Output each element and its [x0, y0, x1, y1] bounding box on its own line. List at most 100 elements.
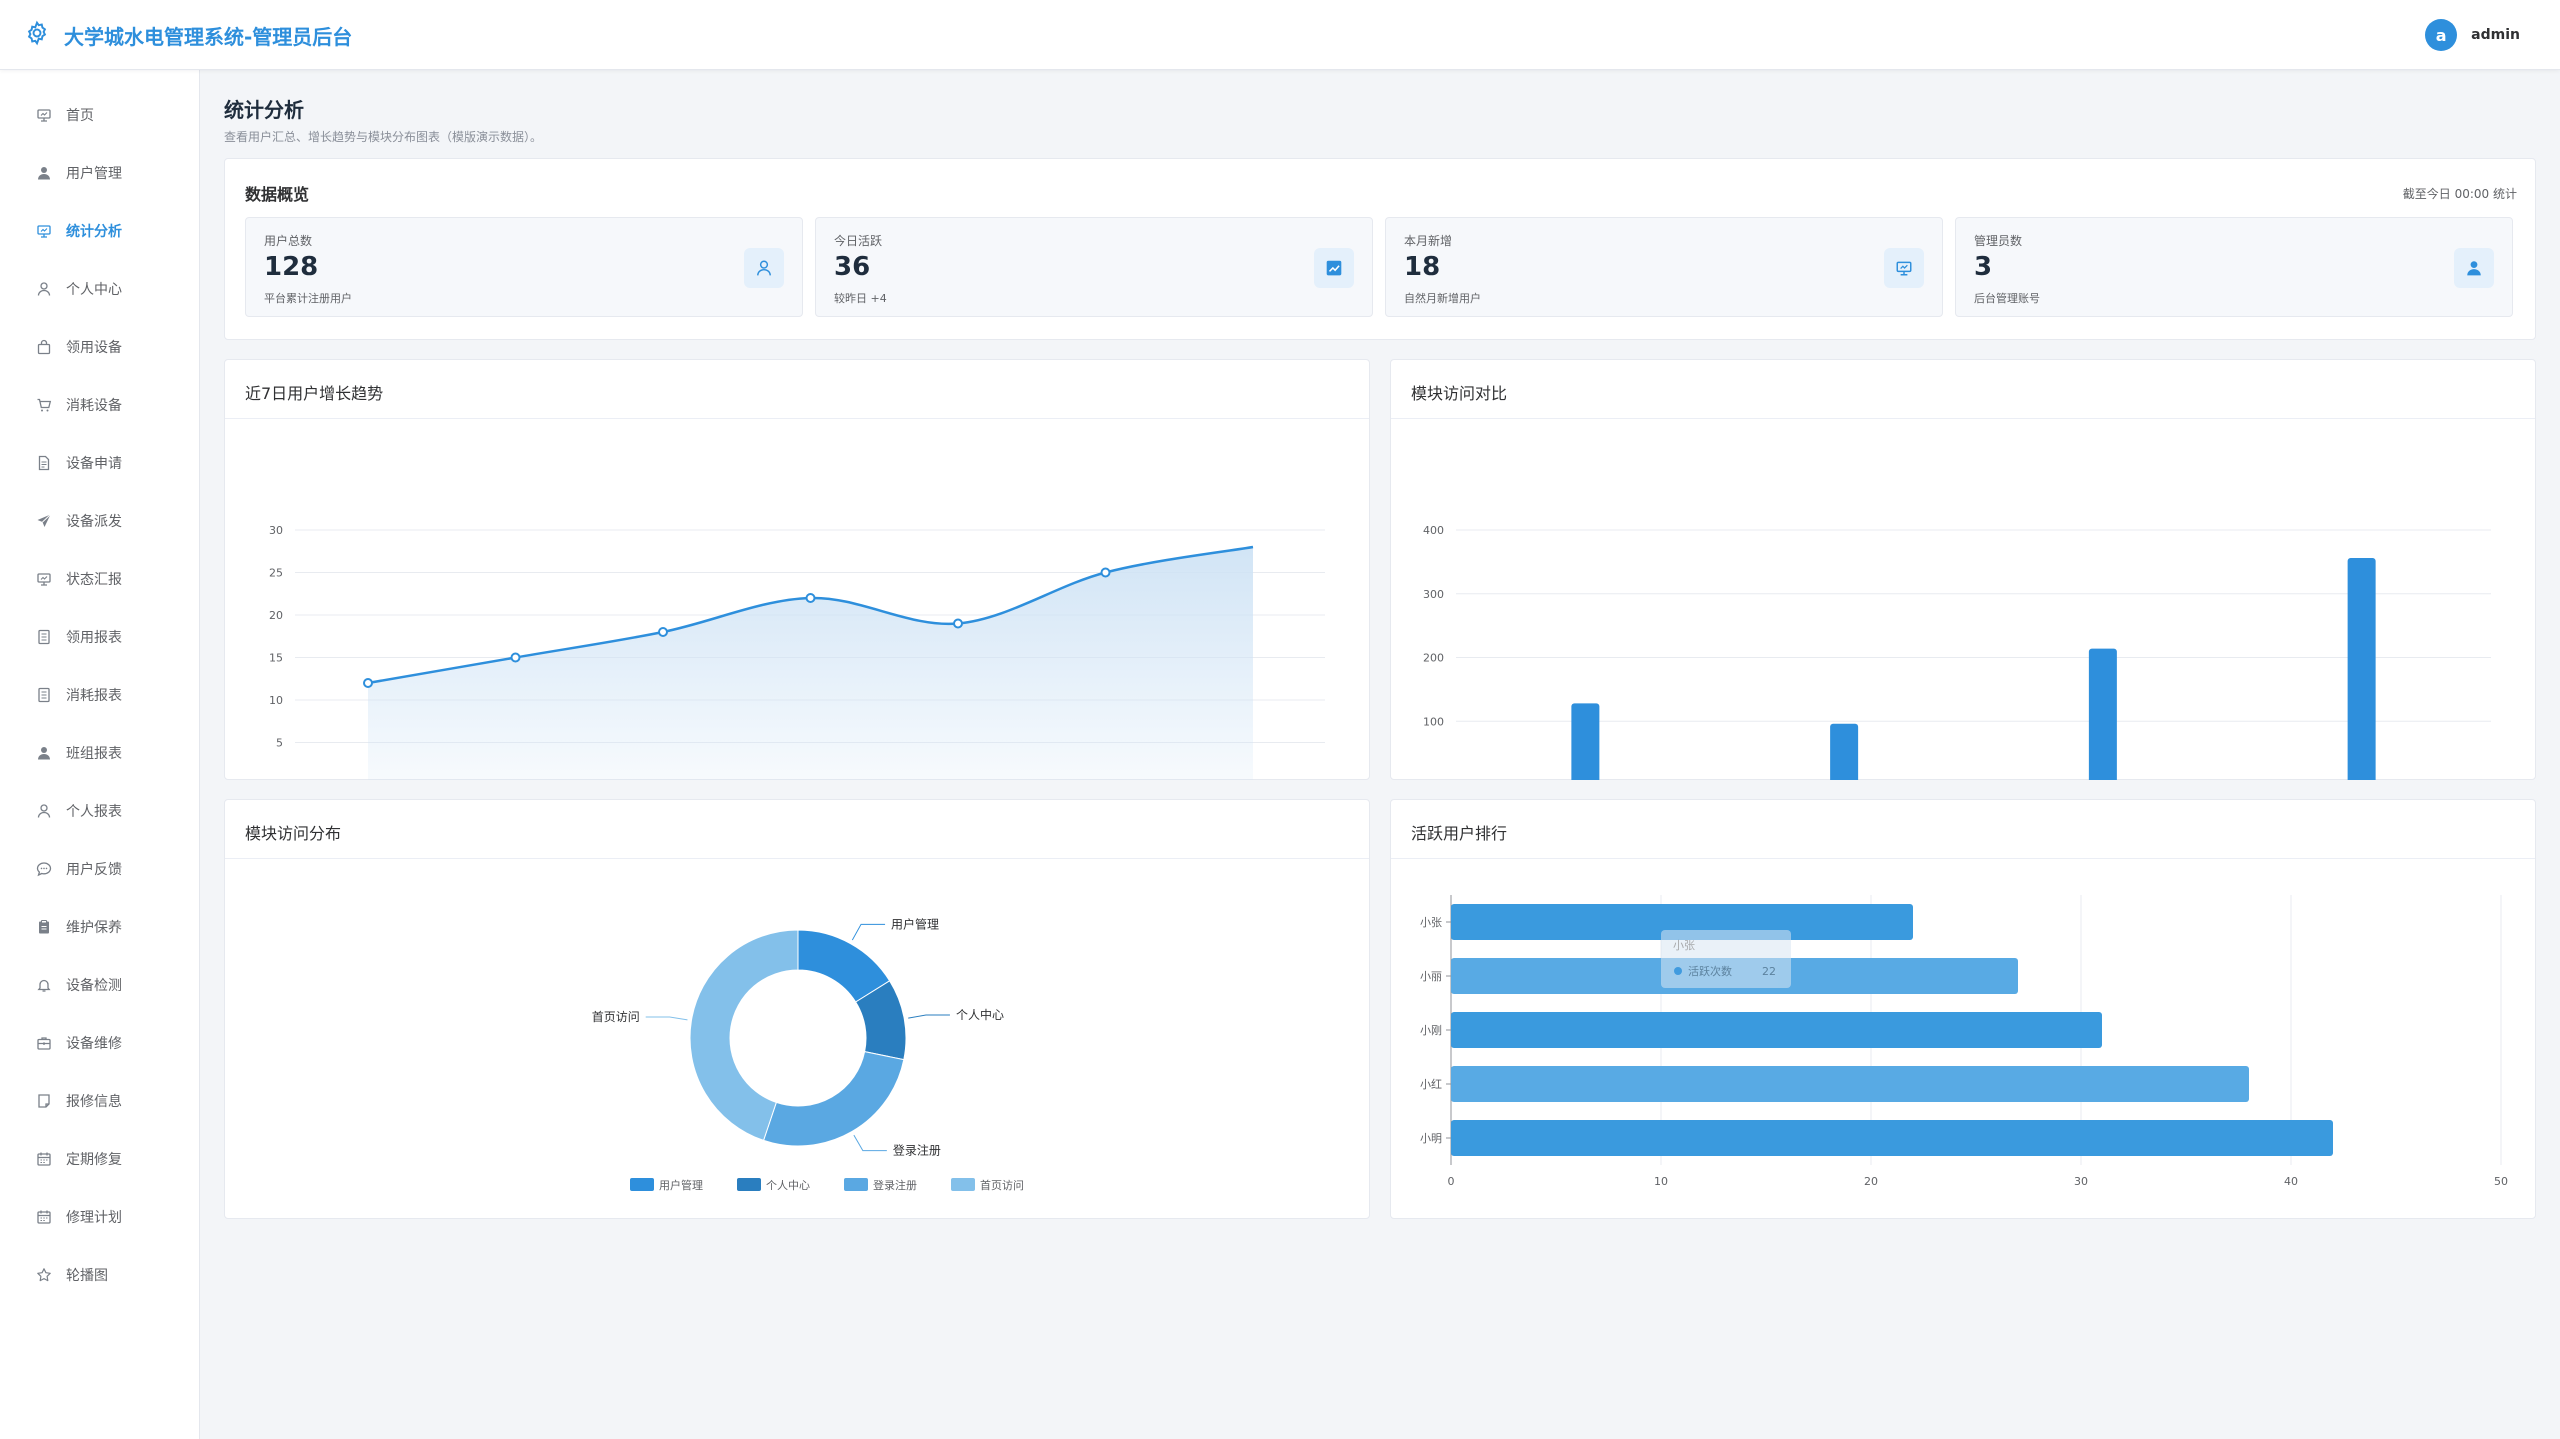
- trend-chart-card: 近7日用户增长趋势 05101520253007-0707-0807-0907-…: [224, 359, 1370, 780]
- rank-chart-title: 活跃用户排行: [1411, 824, 1508, 843]
- document-icon: [36, 455, 52, 471]
- legend-label: 用户管理: [659, 1178, 703, 1192]
- sidebar-item-label: 状态汇报: [66, 572, 122, 588]
- sidebar-item[interactable]: 首页: [0, 90, 200, 140]
- pie-leader-line: [908, 1014, 950, 1019]
- x-tick-label: 50: [2494, 1175, 2508, 1188]
- y-tick-label: 30: [269, 524, 283, 537]
- sidebar-item[interactable]: 个人报表: [0, 786, 200, 836]
- rank-bar: [1451, 1012, 2102, 1048]
- trend-point: [658, 627, 668, 637]
- report-icon: [36, 687, 52, 703]
- divider: [225, 858, 1369, 859]
- sidebar-item-label: 设备申请: [66, 456, 122, 472]
- rank-bar: [1451, 904, 1913, 940]
- sidebar-item-label: 轮播图: [66, 1268, 108, 1284]
- star-icon: [36, 1267, 52, 1283]
- bar: [1830, 723, 1859, 780]
- monitor-icon: [36, 107, 52, 123]
- page-title: 统计分析: [224, 98, 304, 122]
- overview-note: 截至今日 00:00 统计: [2402, 187, 2517, 201]
- stat-value: 36: [834, 252, 871, 282]
- trend-chart: 05101520253007-0707-0807-0907-1007-1107-…: [269, 524, 1325, 780]
- sidebar-item-label: 用户管理: [66, 166, 122, 182]
- sidebar-item[interactable]: 班组报表: [0, 728, 200, 778]
- y-tick-label: 0: [276, 779, 283, 780]
- sidebar-item[interactable]: 维护保养: [0, 902, 200, 952]
- y-tick-label: 5: [276, 737, 283, 750]
- sidebar-item-label: 用户反馈: [66, 862, 122, 878]
- pie-leader-line: [645, 1016, 688, 1021]
- bell-icon: [36, 977, 52, 993]
- sidebar-item[interactable]: 用户管理: [0, 148, 200, 198]
- sidebar-item[interactable]: 消耗报表: [0, 670, 200, 720]
- user-menu[interactable]: a admin: [2425, 0, 2520, 70]
- sidebar-item[interactable]: 统计分析: [0, 206, 200, 256]
- y-tick-label: 小红: [1420, 1078, 1442, 1091]
- note-icon: [36, 1093, 52, 1109]
- x-tick-label: 20: [1864, 1175, 1878, 1188]
- brand[interactable]: 大学城水电管理系统-管理员后台: [24, 0, 352, 70]
- pie-label: 个人中心: [956, 1007, 1004, 1022]
- pie-slice: [762, 1051, 905, 1147]
- stat-card: 管理员数 3 后台管理账号: [1955, 217, 2513, 317]
- sidebar-item[interactable]: 轮播图: [0, 1250, 200, 1300]
- gear-icon: [24, 20, 50, 50]
- sidebar: 首页用户管理统计分析个人中心领用设备消耗设备设备申请设备派发状态汇报领用报表消耗…: [0, 70, 200, 1439]
- toolbox-icon: [36, 1035, 52, 1051]
- y-tick-label: 400: [1423, 524, 1444, 537]
- sidebar-item[interactable]: 设备检测: [0, 960, 200, 1010]
- sidebar-item[interactable]: 用户反馈: [0, 844, 200, 894]
- sidebar-item-label: 维护保养: [66, 920, 122, 936]
- sidebar-item[interactable]: 设备维修: [0, 1018, 200, 1068]
- avatar[interactable]: a: [2425, 19, 2458, 51]
- tooltip-series: 活跃次数: [1688, 964, 1732, 978]
- stat-label: 用户总数: [264, 234, 313, 248]
- pie-chart-card: 模块访问分布 用户管理 个人中心 登录注册 首页访问 用户管理 个人中心 登录注册 首页访问: [224, 799, 1370, 1219]
- pie-label: 登录注册: [893, 1143, 941, 1158]
- stat-desc: 平台累计注册用户: [264, 292, 352, 305]
- y-tick-label: 小张: [1420, 916, 1442, 929]
- rank-chart-card: 活跃用户排行 0 10 20 30 40 50 小张 小丽 小刚 小红 小明 小张 活跃次数 22: [1390, 799, 2536, 1219]
- sidebar-item-label: 定期修复: [66, 1152, 122, 1168]
- sidebar-item[interactable]: 领用设备: [0, 322, 200, 372]
- monitor-icon: [1884, 248, 1924, 288]
- tooltip-box: [1661, 930, 1791, 988]
- username[interactable]: admin: [2471, 27, 2520, 43]
- sidebar-item[interactable]: 个人中心: [0, 264, 200, 314]
- stat-label: 本月新增: [1404, 234, 1453, 248]
- sidebar-item-label: 修理计划: [66, 1210, 122, 1226]
- sidebar-item[interactable]: 状态汇报: [0, 554, 200, 604]
- sidebar-item[interactable]: 设备派发: [0, 496, 200, 546]
- sidebar-item-label: 设备派发: [66, 514, 122, 530]
- sidebar-item-label: 报修信息: [66, 1094, 122, 1110]
- y-tick-label: 20: [269, 609, 283, 622]
- pie-chart-title: 模块访问分布: [245, 824, 342, 843]
- sidebar-item[interactable]: 定期修复: [0, 1134, 200, 1184]
- y-tick-label: 25: [269, 567, 283, 580]
- sidebar-item-label: 设备检测: [66, 978, 122, 994]
- sidebar-item[interactable]: 修理计划: [0, 1192, 200, 1242]
- sidebar-item[interactable]: 领用报表: [0, 612, 200, 662]
- page-subtitle: 查看用户汇总、增长趋势与模块分布图表（模版演示数据）。: [224, 130, 543, 144]
- sidebar-item[interactable]: 报修信息: [0, 1076, 200, 1126]
- sidebar-item-label: 个人报表: [66, 804, 122, 820]
- y-tick-label: 0: [1437, 779, 1444, 780]
- sidebar-item[interactable]: 消耗设备: [0, 380, 200, 430]
- divider: [1391, 418, 2535, 419]
- bar: [1571, 703, 1600, 780]
- legend-swatch: [630, 1178, 654, 1191]
- user-filled-icon: [36, 165, 52, 181]
- sidebar-item-label: 设备维修: [66, 1036, 122, 1052]
- x-tick-label: 40: [2284, 1175, 2298, 1188]
- bar-chart: 0100200300400用户管理个人中心登录注册首页访问: [1423, 524, 2491, 780]
- sidebar-item-label: 首页: [66, 108, 94, 124]
- pie-label: 用户管理: [891, 916, 939, 931]
- sidebar-item[interactable]: 设备申请: [0, 438, 200, 488]
- stat-desc: 后台管理账号: [1974, 292, 2040, 305]
- stat-card: 今日活跃 36 较昨日 +4: [815, 217, 1373, 317]
- sidebar-item-label: 领用设备: [66, 340, 122, 356]
- stat-label: 今日活跃: [834, 234, 883, 248]
